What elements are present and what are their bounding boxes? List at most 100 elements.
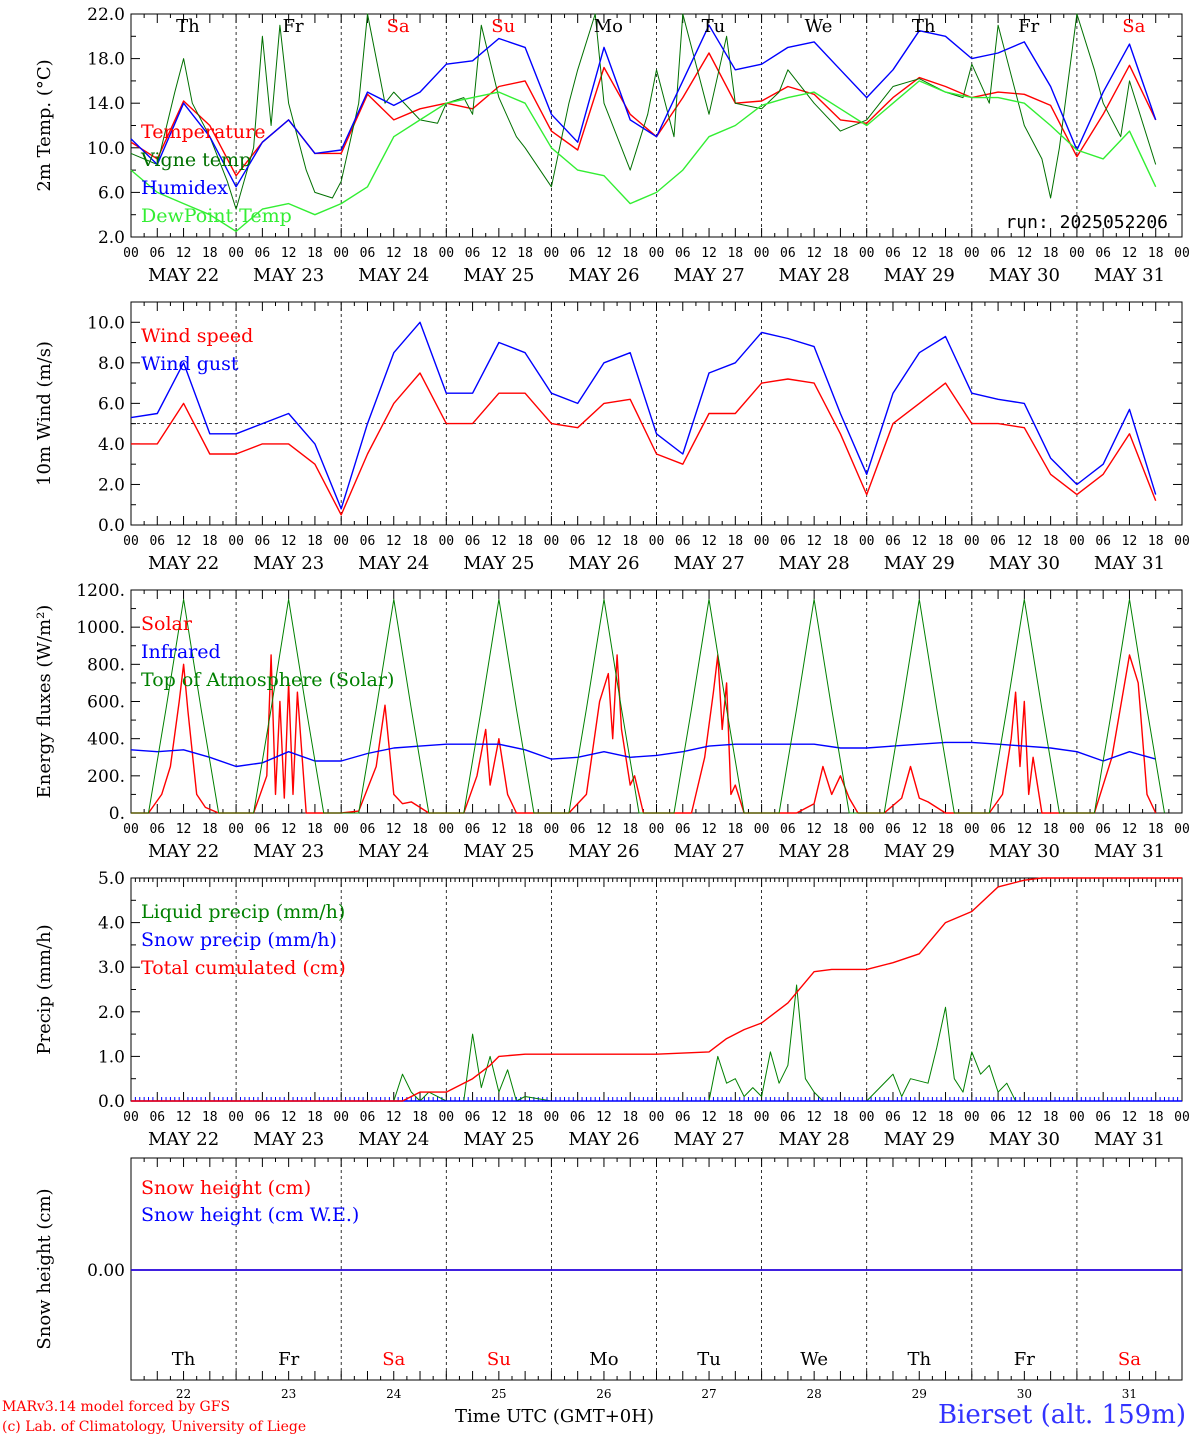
hour-tick-label: 12 bbox=[701, 1110, 717, 1125]
legend-entry: Temperature bbox=[141, 121, 265, 143]
weekday-label: Fr bbox=[1014, 1349, 1035, 1370]
hour-tick-label: 00 bbox=[544, 246, 560, 261]
x-axis-title: Time UTC (GMT+0H) bbox=[455, 1406, 654, 1427]
y-axis-label: 10m Wind (m/s) bbox=[34, 341, 55, 486]
day-number-label: 31 bbox=[1122, 1387, 1137, 1401]
hour-tick-label: 12 bbox=[176, 246, 192, 261]
hour-tick-label: 00 bbox=[544, 1110, 560, 1125]
series-line-3 bbox=[130, 24, 1157, 188]
day-label: MAY 29 bbox=[884, 1129, 955, 1150]
hour-tick-label: 06 bbox=[990, 822, 1006, 837]
hour-tick-label: 12 bbox=[281, 534, 297, 549]
y-axis-label: Snow height (cm) bbox=[34, 1188, 55, 1349]
hour-tick-label: 00 bbox=[438, 1110, 454, 1125]
day-label: MAY 26 bbox=[568, 841, 639, 862]
day-label: MAY 25 bbox=[463, 1129, 534, 1150]
hour-tick-label: 18 bbox=[412, 246, 428, 261]
panel-1: 2.0 6.0 10.0 14.0 18.0 22.0 2m Temp. (°C) Tempe… bbox=[34, 5, 1190, 286]
hour-tick-label: 06 bbox=[465, 246, 481, 261]
hour-tick-label: 12 bbox=[176, 822, 192, 837]
hour-tick-label: 00 bbox=[228, 246, 244, 261]
panel-5: 0.00 Snow height (cm) Snow height (cm) Snow… bbox=[34, 1157, 1183, 1401]
y-tick-label: 10.0 bbox=[87, 139, 125, 159]
hour-tick-label: 18 bbox=[622, 246, 638, 261]
hour-tick-label: 00 bbox=[649, 534, 665, 549]
panel-4: 0.0 1.0 2.0 3.0 4.0 5.0 Precip (mm/h) Liquid pr… bbox=[34, 869, 1190, 1150]
model-credit: MARv3.14 model forced by GFS bbox=[2, 1399, 231, 1415]
legend-entry: Snow height (cm) bbox=[141, 1177, 311, 1199]
y-tick-label: 0.00 bbox=[87, 1261, 125, 1281]
legend-entry: Snow height (cm W.E.) bbox=[141, 1204, 359, 1226]
hour-tick-label: 18 bbox=[412, 822, 428, 837]
hour-tick-label: 06 bbox=[570, 246, 586, 261]
hour-tick-label: 06 bbox=[885, 1110, 901, 1125]
legend-entry: Solar bbox=[141, 613, 193, 635]
day-label: MAY 22 bbox=[148, 1129, 219, 1150]
y-tick-label: 5.0 bbox=[98, 869, 125, 889]
day-label: MAY 27 bbox=[673, 1129, 744, 1150]
day-label: MAY 22 bbox=[148, 841, 219, 862]
y-tick-label: 1000. bbox=[76, 618, 125, 638]
hour-tick-label: 06 bbox=[1095, 822, 1111, 837]
day-label: MAY 26 bbox=[568, 553, 639, 574]
day-label: MAY 26 bbox=[568, 1129, 639, 1150]
hour-tick-label: 18 bbox=[202, 534, 218, 549]
y-tick-label: 800. bbox=[87, 655, 125, 675]
hour-tick-label: 00 bbox=[438, 822, 454, 837]
day-label: MAY 24 bbox=[358, 1129, 429, 1150]
panel-2: 0.0 2.0 4.0 6.0 8.0 10.0 10m Wind (m/s) Wind sp… bbox=[34, 301, 1190, 574]
station-label: Bierset (alt. 159m) bbox=[937, 1400, 1186, 1430]
day-label: MAY 29 bbox=[884, 265, 955, 286]
series-line-3 bbox=[131, 877, 1182, 1102]
y-tick-label: 3.0 bbox=[98, 958, 125, 978]
hour-tick-label: 12 bbox=[491, 534, 507, 549]
day-label: MAY 24 bbox=[358, 553, 429, 574]
hour-tick-label: 00 bbox=[123, 246, 139, 261]
hour-tick-label: 12 bbox=[701, 246, 717, 261]
day-label: MAY 30 bbox=[989, 1129, 1060, 1150]
series-line-1 bbox=[131, 984, 1042, 1102]
hour-tick-label: 06 bbox=[255, 822, 271, 837]
day-label: MAY 31 bbox=[1094, 265, 1165, 286]
weekday-label: Fr bbox=[1018, 16, 1039, 37]
y-tick-label: 6.0 bbox=[98, 183, 125, 203]
hour-tick-label: 12 bbox=[596, 1110, 612, 1125]
hour-tick-label: 06 bbox=[360, 822, 376, 837]
hour-tick-label: 06 bbox=[149, 246, 165, 261]
series-line-2 bbox=[130, 13, 1157, 210]
hour-tick-label: 18 bbox=[307, 246, 323, 261]
hour-tick-label: 00 bbox=[333, 246, 349, 261]
hour-tick-label: 12 bbox=[596, 534, 612, 549]
weekday-label: We bbox=[805, 16, 833, 37]
hour-tick-label: 18 bbox=[1043, 246, 1059, 261]
y-tick-label: 1.0 bbox=[98, 1047, 125, 1067]
hour-tick-label: 00 bbox=[333, 534, 349, 549]
y-tick-label: 6.0 bbox=[98, 394, 125, 414]
hour-tick-label: 00 bbox=[754, 534, 770, 549]
day-label: MAY 29 bbox=[884, 841, 955, 862]
weekday-label: Fr bbox=[282, 16, 303, 37]
y-tick-label: 1200. bbox=[76, 581, 125, 601]
y-tick-label: 4.0 bbox=[98, 435, 125, 455]
day-label: MAY 28 bbox=[779, 553, 850, 574]
weekday-label: Tu bbox=[697, 1349, 721, 1370]
weekday-label: Fr bbox=[278, 1349, 299, 1370]
y-tick-label: 600. bbox=[87, 693, 125, 713]
day-number-label: 30 bbox=[1017, 1387, 1032, 1401]
day-label: MAY 27 bbox=[673, 553, 744, 574]
day-label: MAY 28 bbox=[779, 1129, 850, 1150]
hour-tick-label: 12 bbox=[281, 246, 297, 261]
weekday-label: Th bbox=[907, 1349, 931, 1370]
day-number-label: 24 bbox=[386, 1387, 402, 1401]
series-line-1 bbox=[131, 372, 1157, 516]
day-number-label: 28 bbox=[807, 1387, 822, 1401]
day-label: MAY 27 bbox=[673, 265, 744, 286]
day-label: MAY 23 bbox=[253, 1129, 324, 1150]
day-label: MAY 25 bbox=[463, 265, 534, 286]
y-tick-label: 2.0 bbox=[98, 475, 125, 495]
hour-tick-label: 00 bbox=[1174, 1110, 1190, 1125]
day-number-label: 27 bbox=[701, 1387, 716, 1401]
hour-tick-label: 00 bbox=[1174, 822, 1190, 837]
series-line-4 bbox=[130, 80, 1157, 233]
hour-tick-label: 12 bbox=[281, 822, 297, 837]
